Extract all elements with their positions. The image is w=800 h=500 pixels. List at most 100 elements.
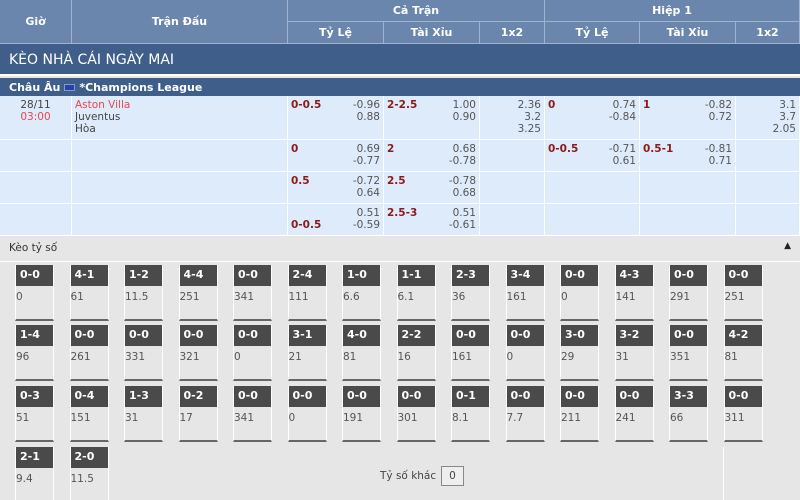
match-time: 03:00 <box>20 111 51 123</box>
score-cell[interactable]: 2-1 9.4 <box>15 447 54 500</box>
score-cell[interactable]: 0-0 341 <box>233 265 272 321</box>
score-cell[interactable]: 4-3 141 <box>614 265 654 321</box>
score-cell[interactable]: 1-2 11.5 <box>124 265 163 321</box>
score-odds: 8.1 <box>452 412 469 424</box>
gio-cell <box>0 172 72 204</box>
correct-score-header[interactable]: Kèo tỷ số ▲ <box>0 236 800 262</box>
ft_ou-cell[interactable]: 2.5-3 0.51 -0.61 <box>384 204 480 236</box>
odds-value: -0.81 <box>704 143 732 155</box>
score-cell[interactable]: 0-0 0 <box>233 325 272 381</box>
score-cell[interactable]: 0-0 311 <box>723 386 763 442</box>
score-cell[interactable]: 0-0 251 <box>723 265 763 321</box>
score-cell[interactable]: 0-1 8.1 <box>451 386 490 442</box>
score-cell[interactable]: 3-1 21 <box>287 325 327 381</box>
score-cell[interactable]: 2-4 111 <box>287 265 327 321</box>
score-cell[interactable]: 0-0 301 <box>396 386 436 442</box>
h1_1x2-cell[interactable] <box>736 140 800 172</box>
score-cell[interactable]: 0-0 211 <box>560 386 599 442</box>
score-cell[interactable]: 0-0 341 <box>233 386 272 442</box>
score-cell[interactable]: 2-2 16 <box>396 325 436 381</box>
ft_ou-cell[interactable]: 2.5 -0.78 0.68 <box>384 172 480 204</box>
score-cell[interactable]: 0-2 17 <box>178 386 218 442</box>
score-cell[interactable]: 4-2 81 <box>723 325 763 381</box>
away-team[interactable]: Juventus <box>75 111 121 123</box>
ft_hdp-cell[interactable]: 0-0.5 -0.96 0.88 <box>288 96 384 140</box>
other-score-value[interactable]: 0 <box>441 466 464 486</box>
divider <box>723 447 724 500</box>
score-odds: 29 <box>561 351 575 363</box>
h1_1x2-cell[interactable] <box>736 204 800 236</box>
score-label: 0-0 <box>288 386 326 407</box>
ft_hdp-cell[interactable]: 0 0.69 -0.77 <box>288 140 384 172</box>
score-cell[interactable]: 4-4 251 <box>178 265 218 321</box>
page-title: KÈO NHÀ CÁI NGÀY MAI <box>0 44 800 76</box>
odds-line: 0.5-1 <box>643 143 674 155</box>
score-cell[interactable]: 0-0 0 <box>15 265 54 321</box>
score-odds: 51 <box>16 412 30 424</box>
score-cell[interactable]: 0-0 241 <box>614 386 654 442</box>
correct-score-label: Kèo tỷ số <box>9 242 58 254</box>
score-cell[interactable]: 1-0 6.6 <box>342 265 381 321</box>
header-ft-ty-le: Tỷ Lệ <box>288 22 384 44</box>
score-cell[interactable]: 0-0 331 <box>124 325 163 381</box>
h1_ou-cell[interactable] <box>640 204 736 236</box>
ft_1x2-cell[interactable] <box>480 204 545 236</box>
h1_ou-cell[interactable]: 1 -0.82 0.72 <box>640 96 736 140</box>
ft_1x2-cell[interactable] <box>480 140 545 172</box>
header-ft-1x2: 1x2 <box>480 22 545 44</box>
score-cell[interactable]: 0-0 351 <box>669 325 708 381</box>
score-cell[interactable]: 0-0 0 <box>560 265 599 321</box>
score-label: 4-0 <box>343 325 380 346</box>
tran-cell <box>72 204 288 236</box>
collapse-arrow-icon[interactable]: ▲ <box>784 241 791 251</box>
ft_hdp-cell[interactable]: 0-0.5 0.51 -0.59 <box>288 204 384 236</box>
score-cell[interactable]: 0-0 321 <box>178 325 218 381</box>
score-cell[interactable]: 0-0 0 <box>505 325 545 381</box>
score-label: 0-0 <box>452 325 489 346</box>
score-odds: 96 <box>16 351 30 363</box>
odds-line: 2-2.5 <box>387 99 418 111</box>
score-cell[interactable]: 0-0 261 <box>69 325 109 381</box>
score-label: 0-0 <box>125 325 162 346</box>
score-label: 0-3 <box>16 386 53 407</box>
score-cell[interactable]: 2-3 36 <box>451 265 490 321</box>
h1_hdp-cell[interactable]: 0 0.74 -0.84 <box>545 96 640 140</box>
score-cell[interactable]: 3-2 31 <box>614 325 654 381</box>
score-cell[interactable]: 0-0 7.7 <box>505 386 545 442</box>
score-cell[interactable]: 4-1 61 <box>69 265 109 321</box>
league-bar[interactable]: Châu Âu *Champions League <box>0 78 800 96</box>
score-cell[interactable]: 0-4 151 <box>69 386 109 442</box>
score-odds: 9.4 <box>16 473 33 485</box>
score-cell[interactable]: 3-4 161 <box>505 265 545 321</box>
h1_ou-cell[interactable] <box>640 172 736 204</box>
h1_hdp-cell[interactable] <box>545 172 640 204</box>
score-cell[interactable]: 2-0 11.5 <box>69 447 109 500</box>
score-cell[interactable]: 0-3 51 <box>15 386 54 442</box>
score-cell[interactable]: 0-0 291 <box>669 265 708 321</box>
ft_1x2-cell[interactable] <box>480 172 545 204</box>
score-cell[interactable]: 3-3 66 <box>669 386 708 442</box>
league-name: *Champions League <box>79 80 203 94</box>
score-cell[interactable]: 0-0 161 <box>451 325 490 381</box>
ft_hdp-cell[interactable]: 0.5 -0.72 0.64 <box>288 172 384 204</box>
h1_hdp-cell[interactable] <box>545 204 640 236</box>
home-team[interactable]: Aston Villa <box>75 99 131 111</box>
h1_hdp-cell[interactable]: 0-0.5 -0.71 0.61 <box>545 140 640 172</box>
score-cell[interactable]: 0-0 191 <box>342 386 381 442</box>
h1_1x2-cell[interactable]: 3.1 3.7 2.05 <box>736 96 800 140</box>
score-cell[interactable]: 3-0 29 <box>560 325 599 381</box>
score-cell[interactable]: 1-3 31 <box>124 386 163 442</box>
ft_ou-cell[interactable]: 2-2.5 1.00 0.90 <box>384 96 480 140</box>
score-odds: 321 <box>179 351 200 363</box>
score-cell[interactable]: 1-4 96 <box>15 325 54 381</box>
odds-value: 0.68 <box>452 187 476 199</box>
ft_1x2-cell[interactable]: 2.36 3.2 3.25 <box>480 96 545 140</box>
score-cell[interactable]: 4-0 81 <box>342 325 381 381</box>
score-cell[interactable]: 0-0 0 <box>287 386 327 442</box>
odds-value: -0.71 <box>608 143 636 155</box>
score-cell[interactable]: 1-1 6.1 <box>396 265 436 321</box>
ft_ou-cell[interactable]: 2 0.68 -0.78 <box>384 140 480 172</box>
h1_ou-cell[interactable]: 0.5-1 -0.81 0.71 <box>640 140 736 172</box>
odds-line: 0 <box>291 143 299 155</box>
h1_1x2-cell[interactable] <box>736 172 800 204</box>
